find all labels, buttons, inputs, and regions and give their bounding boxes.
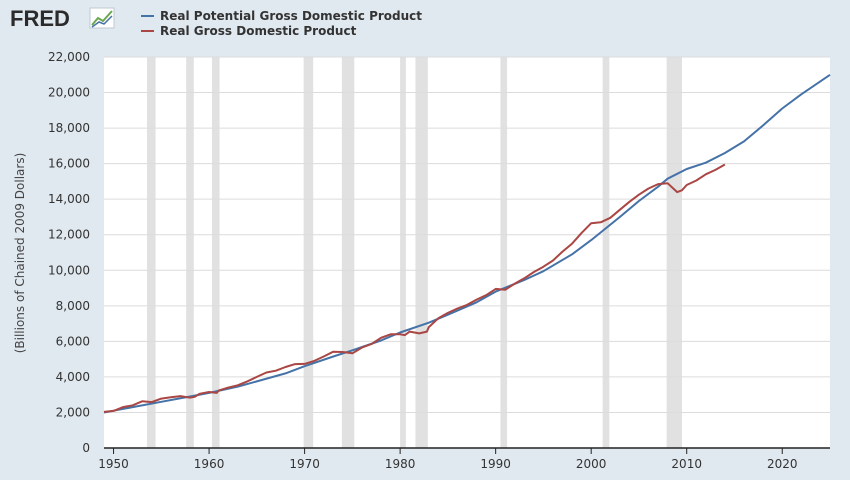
x-tick-label: 2010	[671, 457, 702, 471]
line-chart-icon	[89, 7, 115, 29]
legend: Real Potential Gross Domestic Product Re…	[141, 9, 422, 38]
recession-bar-8	[602, 57, 610, 448]
legend-label-real-gdp: Real Gross Domestic Product	[160, 24, 357, 38]
y-tick-label: 6,000	[56, 334, 90, 348]
x-tick-label: 2020	[767, 457, 798, 471]
header: FRED	[10, 6, 115, 31]
series-line-real-gdp	[103, 163, 726, 413]
recession-bar-7	[500, 57, 508, 448]
y-tick-label: 14,000	[48, 192, 90, 206]
y-tick-label: 20,000	[48, 86, 90, 100]
x-tick-label: 1980	[385, 457, 416, 471]
x-tick-label: 2000	[576, 457, 607, 471]
y-tick-label: 4,000	[56, 370, 90, 384]
x-tick-label: 1970	[289, 457, 320, 471]
y-tick-label: 2,000	[56, 405, 90, 419]
x-tick-label: 1960	[194, 457, 225, 471]
recession-bar-1	[186, 57, 194, 448]
recession-bar-2	[211, 57, 220, 448]
y-tick-label: 8,000	[56, 299, 90, 313]
y-tick-label: 12,000	[48, 228, 90, 242]
recession-bar-0	[146, 57, 156, 448]
x-tick-label: 1950	[98, 457, 129, 471]
y-tick-label: 16,000	[48, 157, 90, 171]
recession-bars	[146, 57, 682, 448]
x-axis-ticks: 1950 1960 1970 1980 1990 2000 2010 2020	[98, 448, 798, 471]
recession-bar-5	[400, 57, 406, 448]
fred-logo[interactable]: FRED	[10, 6, 70, 31]
y-axis-ticks: 0 2,000 4,000 6,000 8,000 10,000 12,000 14,000 1…	[48, 50, 90, 455]
recession-bar-3	[303, 57, 314, 448]
series-lines	[103, 73, 831, 414]
y-tick-label: 22,000	[48, 50, 90, 64]
recession-bar-4	[341, 57, 355, 448]
legend-label-potential-gdp: Real Potential Gross Domestic Product	[160, 9, 422, 23]
legend-item-potential-gdp[interactable]: Real Potential Gross Domestic Product	[141, 9, 422, 23]
recession-bar-6	[415, 57, 428, 448]
x-tick-label: 1990	[480, 457, 511, 471]
gridlines	[104, 56, 830, 413]
recession-bar-9	[666, 57, 682, 448]
legend-item-real-gdp[interactable]: Real Gross Domestic Product	[141, 24, 357, 38]
plot-area	[104, 57, 830, 448]
y-axis-title: (Billions of Chained 2009 Dollars)	[13, 153, 27, 354]
y-tick-label: 18,000	[48, 121, 90, 135]
y-tick-label: 10,000	[48, 263, 90, 277]
y-tick-label: 0	[82, 441, 90, 455]
